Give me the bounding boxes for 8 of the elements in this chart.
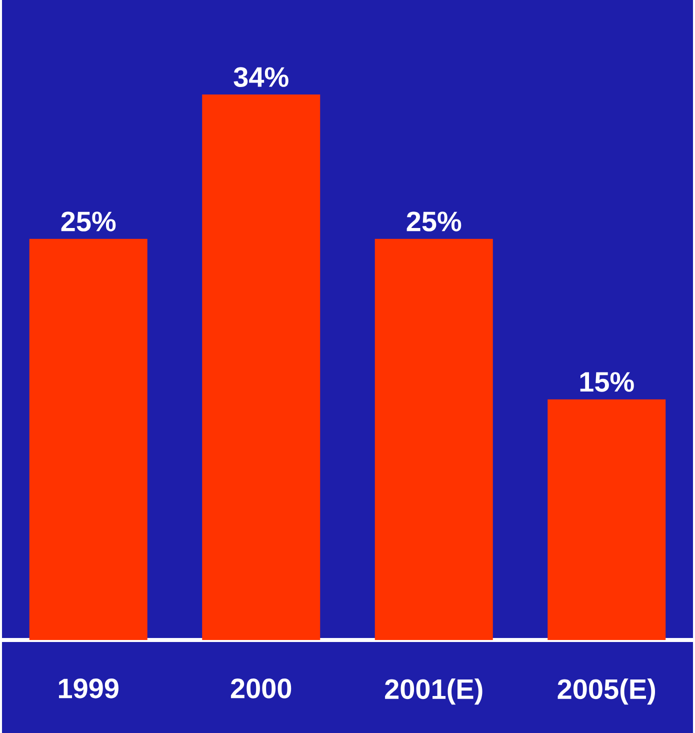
x-tick-label: 2000: [230, 678, 292, 698]
data-label: 34%: [234, 67, 288, 88]
x-tick-label: 2001(E): [385, 678, 482, 705]
data-label: 25%: [61, 212, 116, 232]
data-label: 25%: [406, 212, 462, 232]
x-tick-label: 2005(E): [558, 678, 656, 705]
data-label: 15%: [580, 372, 634, 392]
x-tick-label: 1999: [58, 678, 118, 698]
